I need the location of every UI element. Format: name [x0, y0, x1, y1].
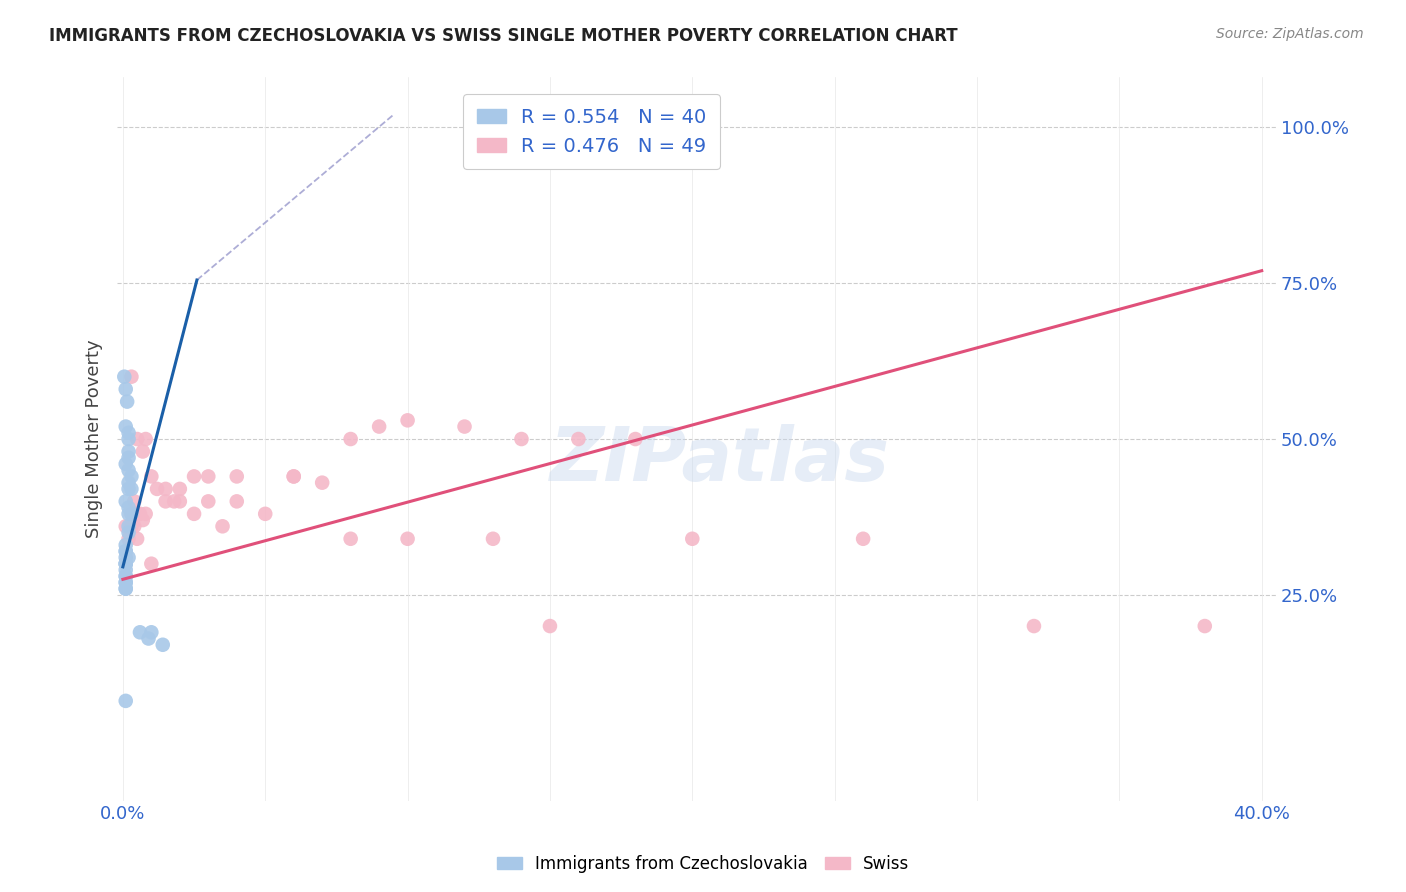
Point [368, 419, 391, 434]
Point [129, 507, 152, 521]
Text: IMMIGRANTS FROM CZECHOSLOVAKIA VS SWISS SINGLE MOTHER POVERTY CORRELATION CHART: IMMIGRANTS FROM CZECHOSLOVAKIA VS SWISS … [49, 27, 957, 45]
Point [311, 475, 333, 490]
Point [117, 475, 139, 490]
Point [117, 432, 139, 446]
Point [114, 457, 136, 471]
Text: Source: ZipAtlas.com: Source: ZipAtlas.com [1216, 27, 1364, 41]
Point [120, 482, 142, 496]
Point [225, 469, 247, 483]
Point [283, 469, 305, 483]
Point [114, 538, 136, 552]
Point [122, 494, 145, 508]
Point [510, 432, 533, 446]
Point [169, 482, 191, 496]
Point [114, 544, 136, 558]
Point [129, 625, 152, 640]
Point [114, 563, 136, 577]
Point [117, 507, 139, 521]
Point [114, 557, 136, 571]
Point [132, 444, 155, 458]
Point [117, 519, 139, 533]
Point [117, 463, 139, 477]
Point [114, 694, 136, 708]
Point [141, 625, 163, 640]
Point [283, 469, 305, 483]
Point [396, 413, 419, 427]
Point [114, 582, 136, 596]
Point [339, 432, 361, 446]
Point [183, 507, 205, 521]
Y-axis label: Single Mother Poverty: Single Mother Poverty [86, 340, 103, 539]
Point [127, 532, 149, 546]
Point [681, 532, 703, 546]
Point [114, 569, 136, 583]
Text: ZIPatlas: ZIPatlas [550, 425, 890, 497]
Point [114, 494, 136, 508]
Point [135, 432, 157, 446]
Point [146, 482, 169, 496]
Point [114, 550, 136, 565]
Point [117, 425, 139, 440]
Point [396, 532, 419, 546]
Point [225, 494, 247, 508]
Point [114, 419, 136, 434]
Point [114, 544, 136, 558]
Point [114, 569, 136, 583]
Point [127, 507, 149, 521]
Point [120, 507, 142, 521]
Point [114, 582, 136, 596]
Point [183, 469, 205, 483]
Point [254, 507, 277, 521]
Point [538, 619, 561, 633]
Point [155, 494, 177, 508]
Point [197, 469, 219, 483]
Point [117, 444, 139, 458]
Point [567, 432, 589, 446]
Point [339, 532, 361, 546]
Point [117, 500, 139, 515]
Point [127, 432, 149, 446]
Point [152, 638, 174, 652]
Point [117, 482, 139, 496]
Point [114, 557, 136, 571]
Point [114, 557, 136, 571]
Point [141, 469, 163, 483]
Point [114, 382, 136, 396]
Point [120, 469, 142, 483]
Point [453, 419, 475, 434]
Point [117, 550, 139, 565]
Point [132, 513, 155, 527]
Point [163, 494, 186, 508]
Point [115, 394, 138, 409]
Point [197, 494, 219, 508]
Point [211, 519, 233, 533]
Point [1194, 619, 1216, 633]
Point [852, 532, 875, 546]
Point [117, 532, 139, 546]
Point [138, 632, 160, 646]
Point [482, 532, 505, 546]
Point [169, 494, 191, 508]
Point [122, 519, 145, 533]
Point [114, 575, 136, 590]
Legend: R = 0.554   N = 40, R = 0.476   N = 49: R = 0.554 N = 40, R = 0.476 N = 49 [463, 95, 720, 169]
Point [135, 507, 157, 521]
Point [1022, 619, 1045, 633]
Point [155, 482, 177, 496]
Point [112, 369, 135, 384]
Point [120, 519, 142, 533]
Point [120, 369, 142, 384]
Point [117, 450, 139, 465]
Point [624, 432, 647, 446]
Point [114, 575, 136, 590]
Point [114, 519, 136, 533]
Point [141, 557, 163, 571]
Point [117, 525, 139, 540]
Legend: Immigrants from Czechoslovakia, Swiss: Immigrants from Czechoslovakia, Swiss [491, 848, 915, 880]
Point [120, 507, 142, 521]
